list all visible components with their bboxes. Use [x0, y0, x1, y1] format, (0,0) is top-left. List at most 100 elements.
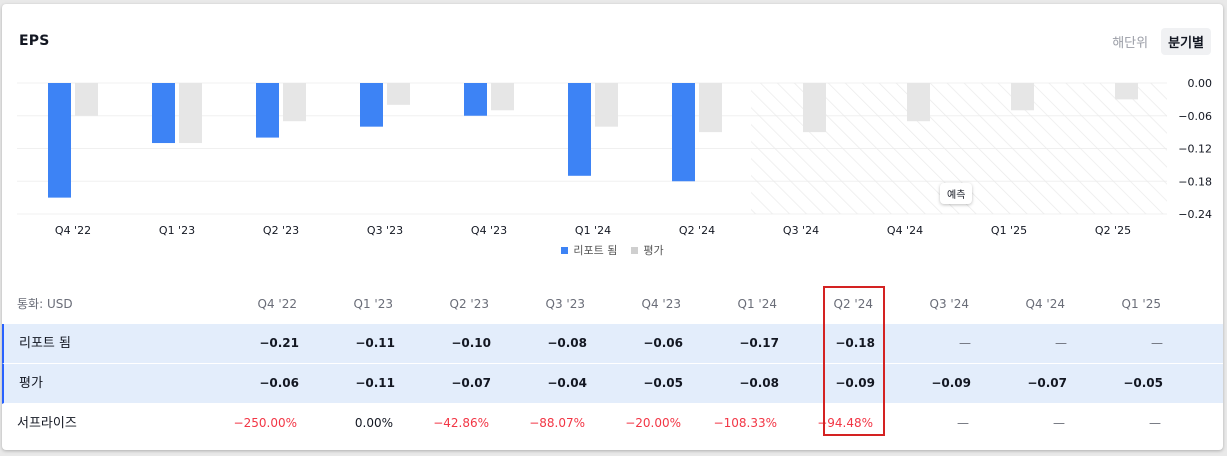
y-tick-label: −0.06 — [1178, 110, 1212, 123]
column-header: Q3 '23 — [545, 297, 585, 311]
bar-estimate[interactable] — [595, 83, 618, 127]
table-cell: −108.33% — [713, 416, 777, 430]
table-cell: −0.06 — [643, 336, 683, 350]
bar-estimate[interactable] — [387, 83, 410, 105]
y-axis-ticks: 0.00 −0.06 −0.12 −0.18 −0.24 — [1178, 77, 1212, 221]
column-header: Q4 '23 — [641, 297, 681, 311]
table-cell: −0.04 — [547, 376, 587, 390]
eps-table: 통화: USD Q4 '22 Q1 '23 Q2 '23 Q3 '23 Q4 '23 Q1… — [2, 285, 1223, 444]
legend-label-estimate: 평가 — [643, 244, 664, 257]
eps-card: EPS 해단위 분기별 0.00 −0.06 −0.12 −0.18 −0.24 Q4 … — [2, 4, 1223, 450]
table-row-estimate: 평가 −0.06 −0.11 −0.07 −0.04 −0.05 −0.08 −0.09 −0… — [2, 364, 1223, 404]
x-tick-label: Q1 '24 — [575, 224, 611, 237]
column-header: Q1 '25 — [1121, 297, 1161, 311]
y-tick-label: −0.12 — [1178, 143, 1212, 156]
x-tick-label: Q3 '23 — [367, 224, 403, 237]
bar-reported[interactable] — [256, 83, 279, 138]
table-header-row: 통화: USD Q4 '22 Q1 '23 Q2 '23 Q3 '23 Q4 '23 Q1… — [2, 285, 1223, 324]
table-cell: −0.08 — [547, 336, 587, 350]
table-cell: −88.07% — [529, 416, 585, 430]
x-axis-ticks: Q4 '22 Q1 '23 Q2 '23 Q3 '23 Q4 '23 Q1 '24 Q2 '… — [55, 224, 1131, 237]
legend-swatch-reported — [561, 246, 569, 254]
bar-estimate[interactable] — [907, 83, 930, 122]
table-cell: −0.18 — [835, 336, 875, 350]
toggle-annual-button[interactable]: 해단위 — [1112, 36, 1149, 51]
table-cell: −0.05 — [1123, 376, 1163, 390]
table-cell: — — [1055, 336, 1067, 350]
toggle-quarterly-button[interactable]: 분기별 — [1161, 28, 1211, 55]
bar-reported[interactable] — [568, 83, 591, 176]
row-label-reported: 리포트 됨 — [19, 336, 71, 351]
column-header: Q2 '24 — [833, 297, 873, 311]
table-cell: −0.10 — [451, 336, 491, 350]
legend-item-estimate[interactable]: 평가 — [631, 242, 664, 258]
row-label-estimate: 평가 — [19, 376, 43, 391]
bar-estimate[interactable] — [1011, 83, 1034, 111]
column-header: Q3 '24 — [929, 297, 969, 311]
table-cell: — — [957, 416, 969, 430]
x-tick-label: Q1 '25 — [991, 224, 1027, 237]
column-header: Q1 '24 — [737, 297, 777, 311]
x-tick-label: Q2 '25 — [1095, 224, 1131, 237]
chart-legend: 리포트 됨 평가 — [2, 242, 1223, 258]
forecast-label: 예측 — [940, 183, 973, 204]
table-cell: −0.07 — [1027, 376, 1067, 390]
bar-estimate[interactable] — [1115, 83, 1138, 100]
table-cell: −0.21 — [259, 336, 299, 350]
bar-estimate[interactable] — [179, 83, 202, 144]
table-cell: −42.86% — [433, 416, 489, 430]
y-tick-label: −0.24 — [1178, 208, 1212, 221]
column-header: Q2 '23 — [449, 297, 489, 311]
table-cell: −250.00% — [233, 416, 297, 430]
bar-reported[interactable] — [672, 83, 695, 182]
y-tick-label: −0.18 — [1178, 175, 1212, 188]
table-cell: −0.11 — [355, 336, 395, 350]
table-cell: −0.08 — [739, 376, 779, 390]
table-cell: — — [1053, 416, 1065, 430]
column-header: Q4 '24 — [1025, 297, 1065, 311]
table-cell: −0.06 — [259, 376, 299, 390]
bar-estimate[interactable] — [283, 83, 306, 122]
bar-reported[interactable] — [48, 83, 71, 198]
legend-swatch-estimate — [631, 246, 639, 254]
bar-estimate[interactable] — [491, 83, 514, 111]
period-toggle: 해단위 분기별 — [1105, 28, 1211, 55]
highlight-box-q2-24 — [823, 286, 885, 436]
x-tick-label: Q2 '24 — [679, 224, 715, 237]
row-label-surprise: 서프라이즈 — [17, 416, 77, 431]
table-cell: −0.07 — [451, 376, 491, 390]
chart-bars — [48, 83, 1138, 198]
bar-reported[interactable] — [360, 83, 383, 127]
x-tick-label: Q2 '23 — [263, 224, 299, 237]
bar-estimate[interactable] — [803, 83, 826, 133]
table-cell: 0.00% — [354, 416, 393, 430]
x-tick-label: Q3 '24 — [783, 224, 819, 237]
legend-label-reported: 리포트 됨 — [573, 244, 618, 257]
table-cell: −0.17 — [739, 336, 779, 350]
table-row-reported: 리포트 됨 −0.21 −0.11 −0.10 −0.08 −0.06 −0.17 −0.1… — [2, 324, 1223, 364]
y-tick-label: 0.00 — [1188, 77, 1213, 90]
table-cell: — — [959, 336, 971, 350]
bar-estimate[interactable] — [75, 83, 98, 116]
x-tick-label: Q4 '22 — [55, 224, 91, 237]
legend-item-reported[interactable]: 리포트 됨 — [561, 242, 617, 258]
table-cell: — — [1151, 336, 1163, 350]
column-header: Q1 '23 — [353, 297, 393, 311]
table-cell: — — [1149, 416, 1161, 430]
bar-estimate[interactable] — [699, 83, 722, 133]
bar-reported[interactable] — [152, 83, 175, 144]
table-cell: −0.05 — [643, 376, 683, 390]
bar-reported[interactable] — [464, 83, 487, 116]
x-tick-label: Q1 '23 — [159, 224, 195, 237]
x-tick-label: Q4 '23 — [471, 224, 507, 237]
table-cell: −0.11 — [355, 376, 395, 390]
card-title: EPS — [19, 33, 50, 49]
x-tick-label: Q4 '24 — [887, 224, 923, 237]
table-cell: −0.09 — [931, 376, 971, 390]
table-cell: −0.09 — [835, 376, 875, 390]
column-header: Q4 '22 — [257, 297, 297, 311]
eps-chart: 0.00 −0.06 −0.12 −0.18 −0.24 Q4 '22 Q1 '23 Q2 … — [17, 77, 1212, 237]
currency-label: 통화: USD — [17, 297, 73, 311]
table-cell: −20.00% — [625, 416, 681, 430]
table-cell: −94.48% — [817, 416, 873, 430]
